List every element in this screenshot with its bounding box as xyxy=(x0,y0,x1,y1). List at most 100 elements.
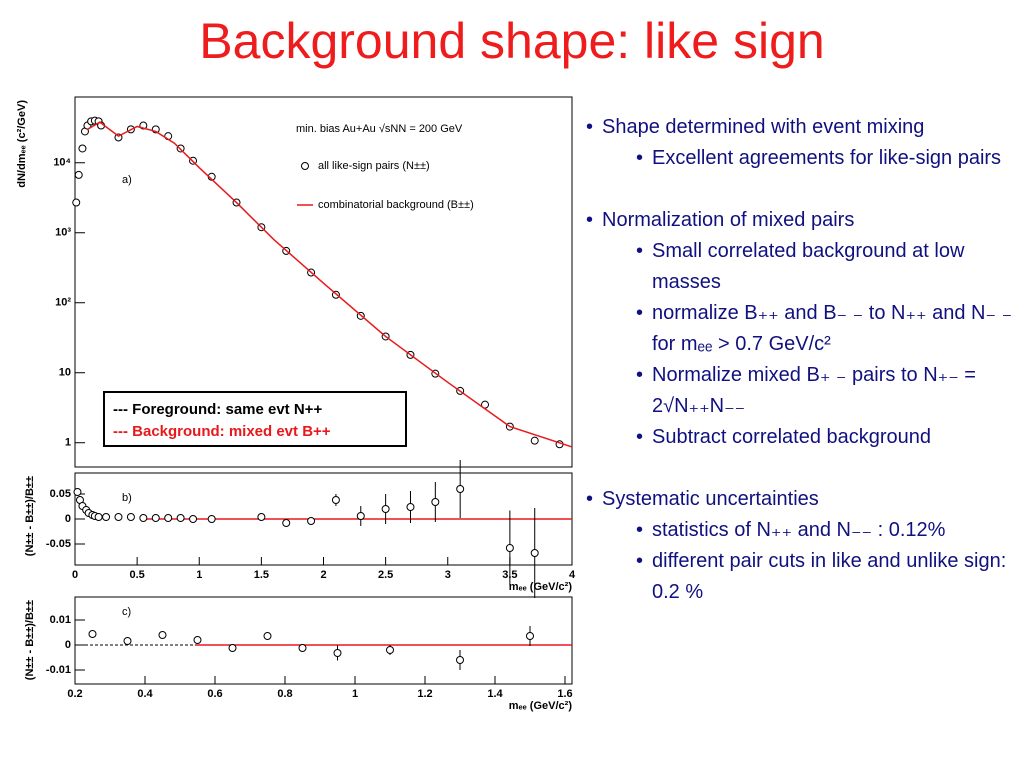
data-point xyxy=(333,649,342,657)
y-tick-label: -0.05 xyxy=(46,538,71,550)
legend-box: --- Foreground: same evt N++ --- Backgro… xyxy=(103,391,407,447)
x-tick-label: 1.4 xyxy=(487,688,503,700)
sub-bullet-group: Small correlated background at low masse… xyxy=(630,236,1020,453)
data-point xyxy=(151,514,160,522)
bullet-text: Systematic uncertainties xyxy=(602,488,819,510)
data-point xyxy=(386,646,394,654)
x-tick-label: 1.6 xyxy=(557,688,572,700)
y-tick-label: 10⁴ xyxy=(53,157,71,169)
sub-bullet: normalize B₊₊ and B₋ ₋ to N₊₊ and N₋ ₋ f… xyxy=(630,298,1020,360)
y-axis-label: (N±± - B±±)/B±± xyxy=(24,600,36,680)
data-point xyxy=(189,515,198,523)
sub-bullet: Subtract correlated background xyxy=(630,422,1020,453)
data-point xyxy=(73,488,82,496)
data-point xyxy=(431,498,440,506)
bullet-group: Shape determined with event mixing Excell… xyxy=(580,112,1020,608)
data-point xyxy=(331,496,340,504)
sub-bullet: Normalize mixed B₊ ₋ pairs to N₊₋ = 2√N₊… xyxy=(630,360,1020,422)
sub-bullet: Small correlated background at low masse… xyxy=(630,236,1020,298)
data-point xyxy=(263,632,272,640)
data-point xyxy=(123,637,132,645)
data-point xyxy=(456,656,464,664)
x-axis-label: mₑₑ (GeV/c²) xyxy=(509,581,573,593)
data-line xyxy=(87,121,573,448)
x-tick-label: 0.8 xyxy=(277,688,292,700)
x-tick-label: 0.5 xyxy=(129,569,144,581)
x-tick-label: 1.2 xyxy=(417,688,432,700)
y-axis-label: (N±± - B±±)/B±± xyxy=(24,476,36,556)
data-point xyxy=(158,631,167,639)
x-axis-label: mₑₑ (GeV/c²) xyxy=(509,700,573,712)
panel-label: b) xyxy=(122,492,132,504)
y-tick-label: 1 xyxy=(65,437,71,449)
data-point xyxy=(530,549,539,557)
data-point xyxy=(74,170,83,179)
data-point xyxy=(381,505,390,513)
bullet: Normalization of mixed pairs Small correl… xyxy=(580,205,1020,453)
x-tick-label: 2.5 xyxy=(378,569,393,581)
y-tick-label: 0 xyxy=(65,513,71,525)
data-point xyxy=(193,636,202,644)
data-point xyxy=(228,644,237,652)
plot-frame xyxy=(74,596,573,685)
legend-swatch xyxy=(301,162,309,170)
x-tick-label: 2 xyxy=(320,569,326,581)
data-point xyxy=(456,485,465,493)
y-tick-label: -0.01 xyxy=(46,664,71,676)
sub-bullet-group: Excellent agreements for like-sign pairs xyxy=(630,143,1020,174)
sub-bullet: different pair cuts in like and unlike s… xyxy=(630,546,1020,608)
bullet: Shape determined with event mixing Excell… xyxy=(580,112,1020,174)
sub-bullet-group: statistics of N₊₊ and N₋₋ : 0.12%differe… xyxy=(630,515,1020,608)
data-point xyxy=(114,513,123,521)
data-point xyxy=(282,519,291,527)
bullet: Systematic uncertainties statistics of N₊… xyxy=(580,484,1020,608)
data-point xyxy=(505,544,514,552)
x-tick-label: 4 xyxy=(569,569,576,581)
x-tick-label: 3 xyxy=(445,569,451,581)
slide-title: Background shape: like sign xyxy=(199,13,825,69)
data-point xyxy=(307,517,316,525)
data-point xyxy=(298,644,307,652)
bullet-text: Shape determined with event mixing xyxy=(602,116,925,138)
data-point xyxy=(176,514,185,522)
y-tick-label: 10² xyxy=(55,297,71,309)
x-tick-label: 1 xyxy=(352,688,358,700)
legend-line: --- Background: mixed evt B++ xyxy=(113,423,331,440)
data-point xyxy=(78,144,87,153)
bullet-list: Shape determined with event mixing Excell… xyxy=(580,112,1020,639)
x-tick-label: 0 xyxy=(72,569,78,581)
sub-bullet: Excellent agreements for like-sign pairs xyxy=(630,143,1020,174)
data-point xyxy=(126,513,135,521)
x-tick-label: 1 xyxy=(196,569,202,581)
data-point xyxy=(94,513,103,521)
y-tick-label: 10 xyxy=(59,367,71,379)
plot-frame xyxy=(74,96,573,468)
y-axis-label: dN/dmₑₑ (c²/GeV) xyxy=(16,100,28,188)
legend-label: combinatorial background (B±±) xyxy=(318,199,474,211)
data-point xyxy=(526,632,534,640)
x-tick-label: 0.2 xyxy=(67,688,82,700)
legend-line: --- Foreground: same evt N++ xyxy=(113,401,323,418)
x-tick-label: 0.4 xyxy=(137,688,153,700)
data-point xyxy=(406,503,415,511)
x-tick-label: 0.6 xyxy=(207,688,222,700)
plot-note: min. bias Au+Au √sNN = 200 GeV xyxy=(296,123,463,135)
data-point xyxy=(88,630,97,638)
panel-label: c) xyxy=(122,606,131,618)
y-tick-label: 0 xyxy=(65,639,71,651)
legend-label: all like-sign pairs (N±±) xyxy=(318,160,430,172)
data-point xyxy=(356,512,365,520)
data-point xyxy=(72,198,81,207)
sub-bullet: statistics of N₊₊ and N₋₋ : 0.12% xyxy=(630,515,1020,546)
data-point xyxy=(530,436,539,445)
y-tick-label: 0.05 xyxy=(50,488,71,500)
data-point xyxy=(257,513,266,521)
y-tick-label: 10³ xyxy=(55,227,71,239)
data-point xyxy=(164,514,173,522)
data-point xyxy=(139,514,148,522)
data-point xyxy=(102,513,111,521)
data-point xyxy=(207,515,216,523)
x-tick-label: 1.5 xyxy=(254,569,269,581)
